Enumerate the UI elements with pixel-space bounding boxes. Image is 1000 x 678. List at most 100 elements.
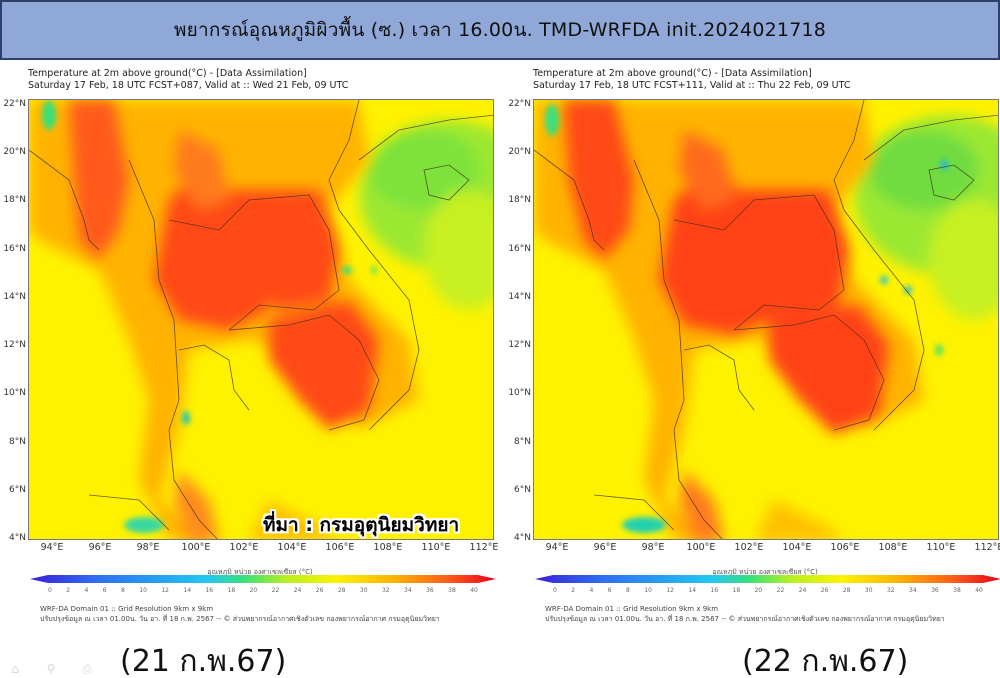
forecast-panel-22-feb: Temperature at 2m above ground(°C) - [Da… [505,62,1000,637]
lon-label: 106°E [830,542,860,553]
lat-label: 20°N [3,147,26,157]
tick: 38 [953,587,961,594]
lat-label: 12°N [3,340,26,350]
tick: 6 [102,587,107,594]
forecast-panel-21-feb: Temperature at 2m above ground(°C) - [Da… [0,62,500,637]
lon-label: 104°E [277,542,307,553]
tick: 2 [571,587,576,594]
tick: 4 [589,587,594,594]
temperature-field [534,100,998,539]
tick: 28 [842,587,851,594]
lat-label: 18°N [3,195,26,205]
tick: 10 [644,587,652,594]
map-title-line2: Saturday 17 Feb, 18 UTC FCST+111, Valid … [533,80,851,91]
lon-label: 104°E [782,542,812,553]
lon-label: 108°E [373,542,403,553]
footer-line1: WRF-DA Domain 01 :: Grid Resolution 9km … [545,605,719,613]
date-label-right: (22 ก.พ.67) [742,644,909,678]
temperature-map[interactable] [28,99,494,540]
tick: 10 [139,587,147,594]
tick: 14 [183,587,192,594]
lat-label: 4°N [514,533,531,543]
footer-line2: ปรับปรุงข้อมูล ณ เวลา 01.00น. วัน อา. ที… [40,615,440,623]
tick: 8 [626,587,630,594]
tick: 40 [470,587,478,594]
lon-label: 110°E [926,542,956,553]
lon-label: 98°E [641,542,665,553]
tick: 32 [381,587,390,594]
lat-label: 16°N [508,244,531,254]
lon-label: 102°E [734,542,764,553]
banner-title: พยากรณ์อุณหภูมิผิวพื้น (ซ.) เวลา 16.00น.… [173,19,827,41]
tick: 26 [820,587,829,594]
tick: 38 [448,587,456,594]
colorbar-title: อุณหภูมิ หน่วย องศาเซลเซียส (°C) [207,568,313,576]
lat-label: 6°N [9,485,26,495]
temperature-map[interactable] [533,99,999,540]
title-banner: พยากรณ์อุณหภูมิผิวพื้น (ซ.) เวลา 16.00น.… [0,0,1000,60]
tick: 26 [315,587,324,594]
lon-label: 112°E [469,542,499,553]
tick: 22 [271,587,280,594]
lat-label: 8°N [9,437,26,447]
lat-label: 22°N [508,99,531,109]
map-footer: WRF-DA Domain 01 :: Grid Resolution 9km … [40,604,440,624]
tick: 30 [864,587,873,594]
colorbar [30,575,496,583]
lat-label: 10°N [3,388,26,398]
lon-label: 102°E [229,542,259,553]
tick: 22 [776,587,785,594]
map-title-line2: Saturday 17 Feb, 18 UTC FCST+087, Valid … [28,80,349,91]
tick: 36 [426,587,434,594]
colorbar-title: อุณหภูมิ หน่วย องศาเซลเซียส (°C) [712,568,818,576]
lon-label: 108°E [878,542,908,553]
tick: 12 [666,587,674,594]
footer-line2: ปรับปรุงข้อมูล ณ เวลา 01.00น. วัน อา. ที… [545,615,945,623]
tick: 24 [293,587,302,594]
tick: 6 [607,587,612,594]
lat-label: 20°N [508,147,531,157]
tick: 2 [66,587,71,594]
tick: 18 [732,587,741,594]
lat-label: 14°N [508,292,531,302]
zoom-icon[interactable]: ⚲ [46,662,56,676]
map-title: Temperature at 2m above ground(°C) - [Da… [28,68,348,92]
home-icon[interactable]: ⌂ [11,662,19,676]
tick: 14 [688,587,697,594]
tick: 0 [553,587,557,594]
map-title-line1: Temperature at 2m above ground(°C) - [Da… [28,68,307,79]
lat-label: 4°N [9,533,26,543]
tick: 24 [798,587,807,594]
tick: 8 [121,587,125,594]
lat-label: 16°N [3,244,26,254]
lat-label: 22°N [3,99,26,109]
tick: 20 [754,587,763,594]
source-stamp: ที่มา : กรมอุตุนิยมวิทยา [263,514,460,536]
tick: 0 [48,587,52,594]
date-label-left: (21 ก.พ.67) [120,644,287,678]
lon-label: 112°E [974,542,1000,553]
tick: 16 [205,587,214,594]
lat-label: 14°N [3,292,26,302]
lon-label: 96°E [88,542,112,553]
tick: 40 [975,587,983,594]
tick: 34 [404,587,412,594]
tick: 18 [227,587,236,594]
lat-label: 18°N [508,195,531,205]
lon-label: 100°E [181,542,211,553]
lat-label: 8°N [514,437,531,447]
temperature-field [29,100,493,539]
footer-line1: WRF-DA Domain 01 :: Grid Resolution 9km … [40,605,214,613]
tick: 34 [909,587,917,594]
lon-label: 96°E [593,542,617,553]
map-footer: WRF-DA Domain 01 :: Grid Resolution 9km … [545,604,945,624]
tick: 12 [161,587,169,594]
lon-label: 94°E [40,542,64,553]
tick: 4 [84,587,89,594]
lat-label: 12°N [508,340,531,350]
lon-label: 98°E [136,542,160,553]
print-icon[interactable]: ⎙ [82,662,92,676]
tick: 16 [710,587,719,594]
tick: 36 [931,587,939,594]
lon-label: 94°E [545,542,569,553]
